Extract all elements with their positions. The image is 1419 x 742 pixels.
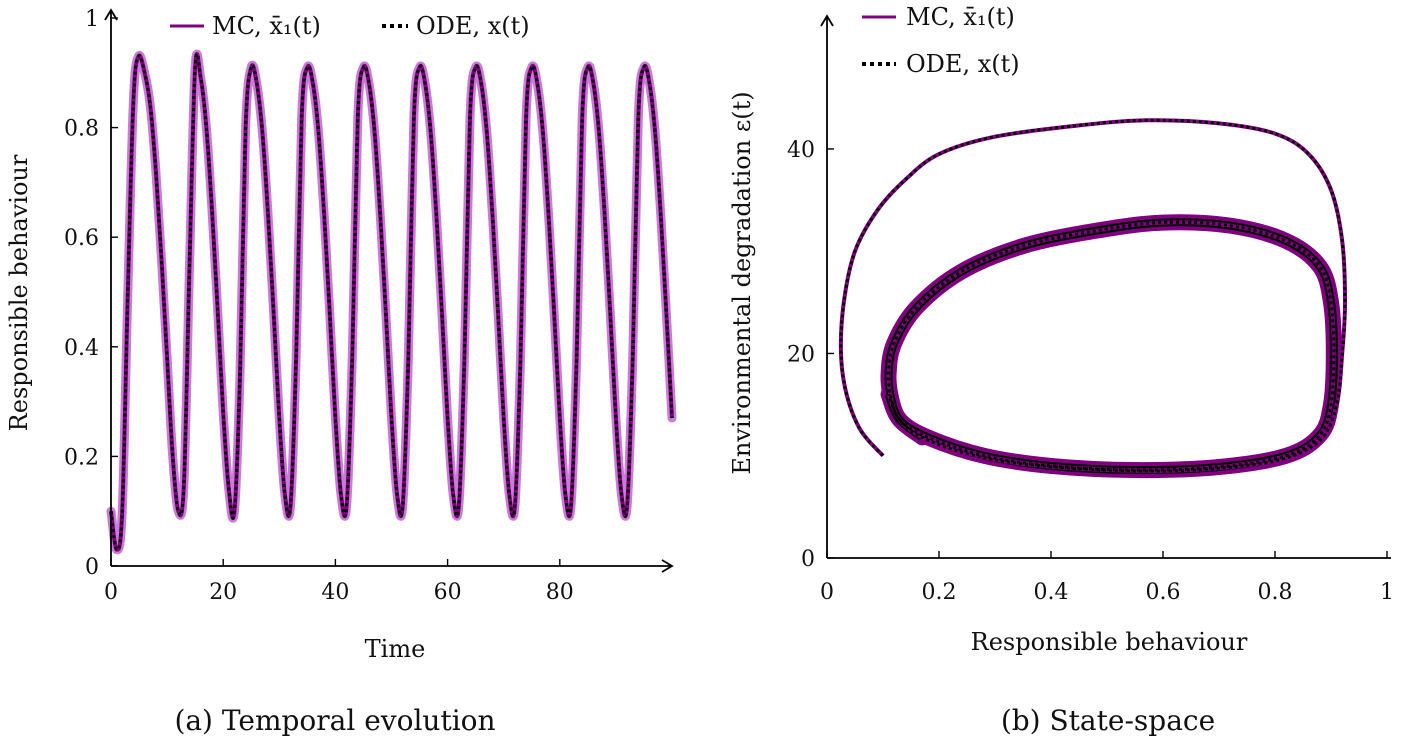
- ode-limit-cycle-band: [884, 218, 1338, 475]
- y-tick-label: 0.4: [64, 336, 99, 361]
- series-ode-line: [839, 118, 1347, 473]
- panel-temporal-evolution: 0 20 40 60 80 0 0.2 0.4 0.6 0.8 1 Time Responsible…: [5, 7, 677, 737]
- x-tick-label: 0.4: [1034, 580, 1069, 605]
- x-tick-label: 0: [104, 580, 118, 605]
- series-lines: [838, 118, 1347, 479]
- y-tick-label: 0: [801, 547, 815, 572]
- caption-a: (a) Temporal evolution: [174, 704, 495, 737]
- caption-b: (b) State-space: [1001, 704, 1215, 737]
- y-axis-label: Responsible behaviour: [5, 154, 33, 431]
- y-tick-label: 0.8: [64, 117, 99, 142]
- axis-ticks: 0 0.2 0.4 0.6 0.8 1 0 20 40: [787, 138, 1394, 605]
- x-tick-label: 1: [1380, 580, 1394, 605]
- legend: MC, x̄₁(t) ODE, x(t): [862, 3, 1020, 78]
- y-tick-label: 0.6: [64, 226, 99, 251]
- x-tick-label: 0: [820, 580, 834, 605]
- y-tick-label: 1: [85, 7, 99, 32]
- axis-ticks: 0 20 40 60 80 0 0.2 0.4 0.6 0.8 1: [64, 7, 574, 605]
- x-tick-label: 60: [434, 580, 462, 605]
- series-ode-line: [109, 52, 674, 552]
- x-tick-label: 0.8: [1258, 580, 1293, 605]
- x-axis-label: Responsible behaviour: [971, 628, 1248, 656]
- x-tick-label: 20: [209, 580, 237, 605]
- y-axis-label: Environmental degradation ε(t): [728, 91, 756, 474]
- panel-state-space: 0 0.2 0.4 0.6 0.8 1 0 20 40 Responsible behaviou…: [728, 3, 1394, 737]
- legend-ode-label: ODE, x(t): [906, 50, 1020, 78]
- legend: MC, x̄₁(t) ODE, x(t): [170, 12, 530, 40]
- mc-limit-cycle-band: [880, 214, 1342, 479]
- x-axis-label: Time: [365, 635, 426, 663]
- mc-confidence-band: [106, 49, 677, 555]
- y-tick-label: 40: [787, 138, 815, 163]
- x-tick-label: 40: [321, 580, 349, 605]
- series-lines: [109, 52, 674, 552]
- series-mc-line: [838, 118, 1347, 474]
- y-tick-label: 0.2: [64, 445, 99, 470]
- x-tick-label: 0.6: [1146, 580, 1181, 605]
- legend-mc-label: MC, x̄₁(t): [906, 3, 1015, 31]
- mc-confidence-band-path: [106, 49, 677, 555]
- y-tick-label: 0: [85, 555, 99, 580]
- y-tick-label: 20: [787, 342, 815, 367]
- x-tick-label: 80: [546, 580, 574, 605]
- legend-ode-label: ODE, x(t): [416, 12, 530, 40]
- x-tick-label: 0.2: [922, 580, 957, 605]
- legend-mc-label: MC, x̄₁(t): [212, 12, 321, 40]
